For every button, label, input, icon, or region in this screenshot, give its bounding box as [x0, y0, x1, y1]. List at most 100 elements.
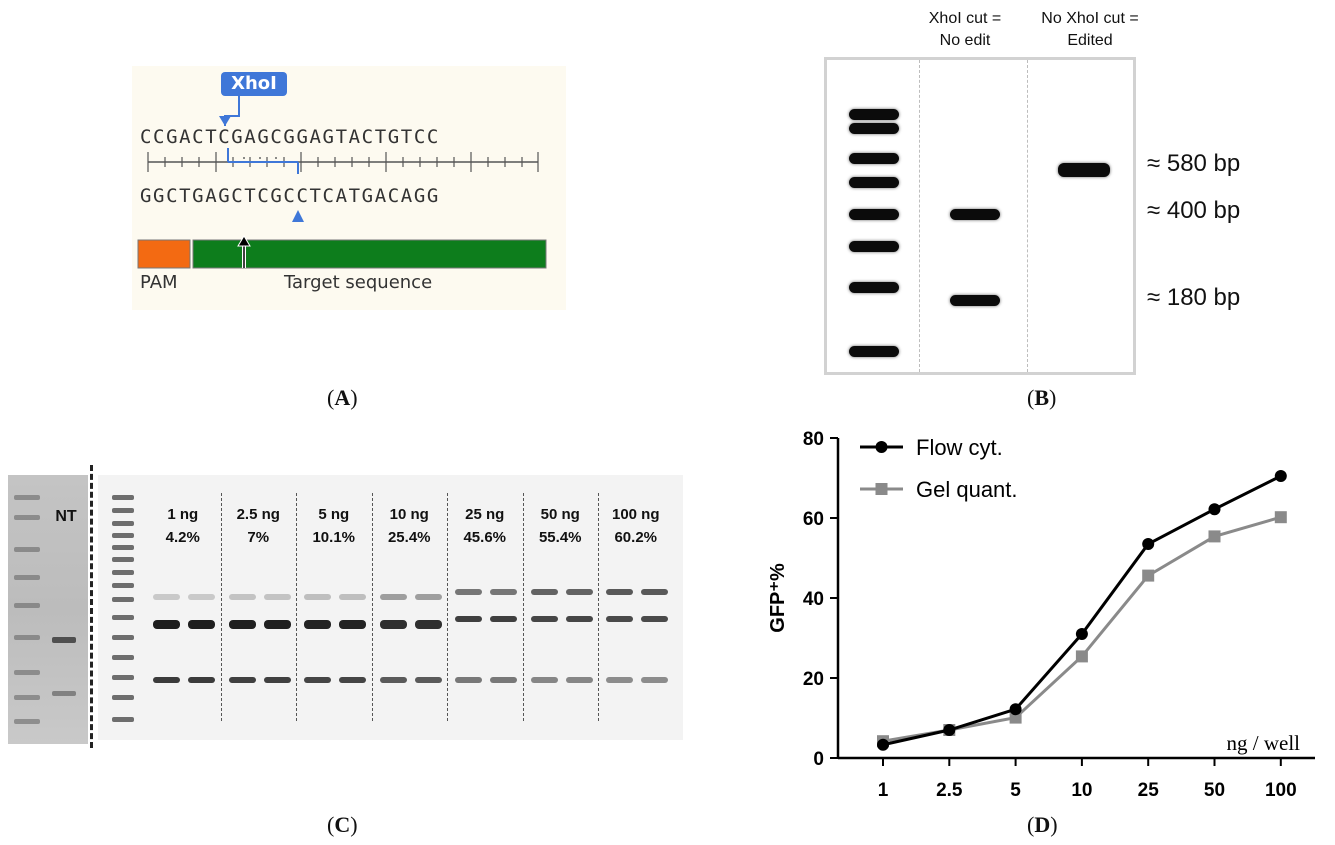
band-180bp: [606, 677, 633, 683]
dose-value: 2.5 ng: [236, 506, 280, 523]
edit-percent: 55.4%: [538, 529, 582, 546]
legend-marker: [875, 441, 888, 453]
band-uncut: [153, 594, 180, 600]
xhoi-enzyme-tag: XhoI: [221, 72, 287, 96]
nt-band: [52, 691, 76, 696]
ladder-band: [849, 282, 899, 293]
x-tick-label: 5: [1010, 780, 1021, 801]
band-180bp: [490, 677, 517, 683]
ladder-band: [112, 545, 134, 550]
band-uncut: [530, 589, 558, 595]
band-580bp: [1058, 163, 1110, 177]
x-tick-label: 100: [1265, 780, 1297, 801]
ladder-band: [112, 597, 134, 602]
chart-series: [877, 470, 1287, 751]
gel-image-doses: 1 ng 4.2% 2.5 ng 7% 5 ng 10.1% 10 ng 25.4% 25 ng…: [98, 475, 683, 740]
lane-divider: [1027, 60, 1028, 372]
band-400bp: [414, 620, 442, 629]
band-400bp: [228, 620, 256, 629]
data-point: [1274, 511, 1287, 524]
bottom-strand-sequence: GGCTGAGCTCGCCTCATGACAGG: [140, 185, 440, 207]
ladder-band: [112, 717, 134, 722]
dose-label: 25 ng 45.6%: [447, 503, 523, 549]
ladder-band: [112, 583, 134, 588]
panel-c-label: (C): [327, 812, 358, 837]
band-uncut: [304, 594, 331, 600]
edit-percent: 7%: [247, 529, 270, 546]
sequence-diagram: [137, 96, 547, 269]
band-400bp: [304, 620, 331, 629]
nt-band: [52, 637, 76, 643]
data-point: [1142, 569, 1155, 582]
gel-image-nt: NT: [8, 475, 88, 744]
target-sequence-label: Target sequence: [284, 272, 433, 293]
band-180bp: [455, 677, 482, 683]
dose-value: 1 ng: [167, 506, 199, 523]
data-point: [1075, 628, 1088, 640]
gfp-line-chart: 0 20 40 60 80 1 2.5 5 10 25 50 100 GFP⁺% ng / well Fl…: [767, 429, 1315, 801]
ladder-band: [849, 123, 899, 134]
pam-label: PAM: [140, 272, 178, 293]
gel-separator: [90, 465, 93, 748]
data-point: [1009, 703, 1022, 716]
legend-label: Flow cyt.: [916, 435, 1003, 460]
band-uncut: [490, 589, 517, 595]
band-180bp: [228, 677, 256, 683]
data-point: [1208, 503, 1221, 516]
panel-d-label: (D): [1027, 812, 1058, 837]
lane-xhoi-cut-header: XhoI cut = No edit: [928, 10, 1002, 49]
bracket-dots: [243, 157, 277, 159]
series-line: [882, 474, 1282, 747]
data-point: [1142, 538, 1155, 550]
lane-separator: [296, 493, 297, 721]
legend-marker: [875, 483, 888, 495]
data-point: [877, 738, 889, 751]
x-tick-label: 25: [1138, 780, 1160, 801]
band-400bp: [950, 209, 1000, 220]
size-label-400: ≈ 400 bp: [1147, 197, 1241, 224]
y-tick-label: 20: [803, 669, 824, 690]
lane-separator: [447, 493, 448, 721]
ladder-band: [849, 109, 899, 120]
x-tick-label: 10: [1071, 780, 1092, 801]
ladder-band: [112, 495, 134, 500]
band-uncut: [414, 594, 442, 600]
schematic-gel: [824, 57, 1136, 375]
ruler-ticks: [147, 152, 539, 172]
band-400bp: [641, 616, 668, 622]
cut-triangle-icon: [292, 210, 304, 222]
dose-value: 25 ng: [465, 506, 505, 523]
band-180bp: [188, 677, 215, 683]
lane-separator: [371, 493, 373, 721]
band-400bp: [339, 620, 366, 629]
dose-value: 50 ng: [540, 506, 580, 523]
band-180bp: [414, 677, 442, 683]
ladder-band: [112, 635, 134, 640]
x-tick-label: 2.5: [936, 780, 963, 801]
ladder-band: [112, 557, 134, 562]
y-tick-label: 0: [813, 749, 824, 770]
ladder-band: [849, 209, 899, 220]
band-400bp: [565, 616, 593, 622]
edit-percent: 45.6%: [463, 529, 507, 546]
panel-b-label: (B): [1027, 385, 1057, 410]
size-label-580: ≈ 580 bp: [1147, 150, 1241, 177]
size-label-180: ≈ 180 bp: [1147, 284, 1241, 311]
band-uncut: [263, 594, 291, 600]
band-uncut: [188, 594, 215, 600]
data-point: [1009, 711, 1022, 724]
band-uncut: [339, 594, 366, 600]
band-uncut: [565, 589, 593, 595]
ladder-band: [849, 241, 899, 252]
ladder-band: [112, 695, 134, 700]
band-400bp: [455, 616, 482, 622]
band-180bp: [950, 295, 1000, 306]
dose-label: 100 ng 60.2%: [598, 503, 674, 549]
band-400bp: [530, 616, 558, 622]
dose-value: 100 ng: [611, 506, 660, 523]
data-point: [1208, 530, 1221, 543]
cut-arrow-head: [219, 116, 231, 126]
data-point: [1274, 470, 1287, 482]
edit-percent: 4.2%: [165, 529, 200, 546]
lane-divider: [919, 60, 920, 372]
